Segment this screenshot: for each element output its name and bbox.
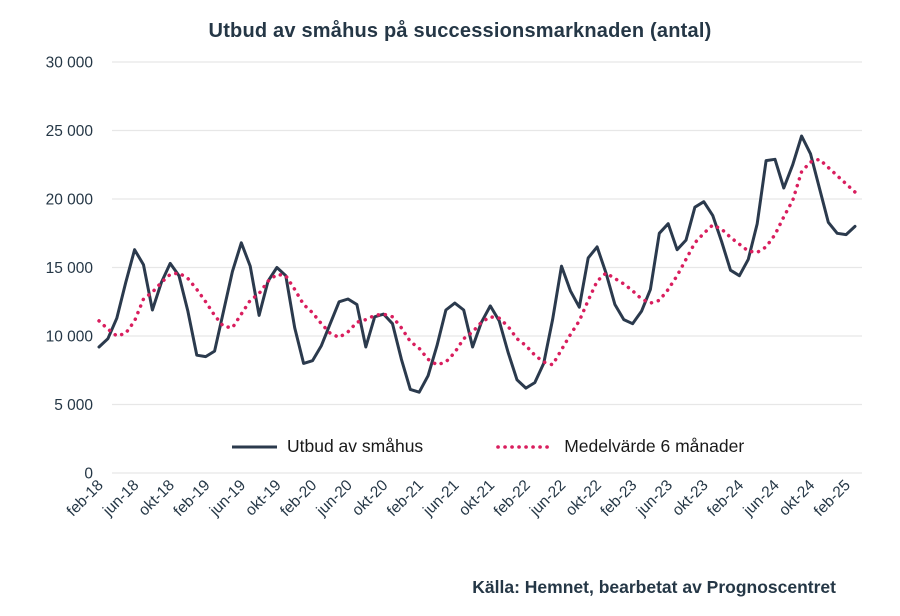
y-axis-labels: 0 5 000 10 000 15 000 20 000 25 000 30 000 — [46, 55, 94, 483]
legend-item-utbud: Utbud av småhus — [231, 436, 423, 457]
source-caption: Källa: Hemnet, bearbetat av Prognoscentr… — [472, 577, 836, 597]
series-utbud-line — [97, 134, 857, 394]
legend: Utbud av småhus Medelvärde 6 månader — [231, 436, 744, 457]
svg-text:okt-18: okt-18 — [135, 477, 177, 519]
svg-text:30 000: 30 000 — [46, 55, 94, 72]
svg-text:jun-22: jun-22 — [526, 477, 569, 520]
svg-text:5 000: 5 000 — [54, 397, 93, 414]
gridlines — [112, 61, 862, 474]
svg-text:okt-20: okt-20 — [349, 477, 392, 520]
svg-text:feb-24: feb-24 — [704, 477, 747, 520]
svg-text:okt-21: okt-21 — [456, 477, 498, 519]
legend-dotted-line-marker — [495, 438, 555, 456]
x-axis-labels: feb-18jun-18okt-18feb-19jun-19okt-19feb-… — [64, 477, 854, 520]
svg-text:okt-19: okt-19 — [242, 477, 284, 519]
series-medelvarde-dotted-line — [97, 157, 857, 367]
legend-label: Medelvärde 6 månader — [564, 436, 745, 456]
svg-text:jun-18: jun-18 — [99, 477, 142, 520]
svg-text:feb-18: feb-18 — [64, 477, 107, 520]
svg-text:okt-23: okt-23 — [669, 477, 711, 519]
svg-text:20 000: 20 000 — [46, 192, 94, 209]
svg-text:10 000: 10 000 — [46, 329, 94, 346]
svg-text:jun-21: jun-21 — [419, 477, 462, 520]
svg-text:okt-22: okt-22 — [562, 477, 604, 519]
legend-solid-line-marker — [231, 438, 278, 456]
svg-text:25 000: 25 000 — [46, 123, 94, 140]
svg-text:jun-20: jun-20 — [313, 477, 356, 520]
svg-text:jun-24: jun-24 — [740, 477, 783, 520]
svg-text:feb-20: feb-20 — [277, 477, 320, 520]
svg-text:okt-24: okt-24 — [776, 477, 819, 520]
legend-label: Utbud av småhus — [287, 436, 424, 456]
svg-text:15 000: 15 000 — [46, 260, 94, 277]
svg-text:jun-23: jun-23 — [633, 477, 676, 520]
svg-text:feb-19: feb-19 — [170, 477, 213, 520]
legend-item-medelvarde: Medelvärde 6 månader — [495, 436, 744, 457]
svg-text:feb-22: feb-22 — [491, 477, 534, 520]
chart-title: Utbud av småhus på successionsmarknaden … — [208, 20, 712, 42]
svg-text:feb-21: feb-21 — [384, 477, 427, 520]
svg-text:jun-19: jun-19 — [206, 477, 249, 520]
svg-text:feb-25: feb-25 — [811, 477, 854, 520]
svg-text:feb-23: feb-23 — [597, 477, 640, 520]
svg-text:0: 0 — [84, 466, 93, 483]
